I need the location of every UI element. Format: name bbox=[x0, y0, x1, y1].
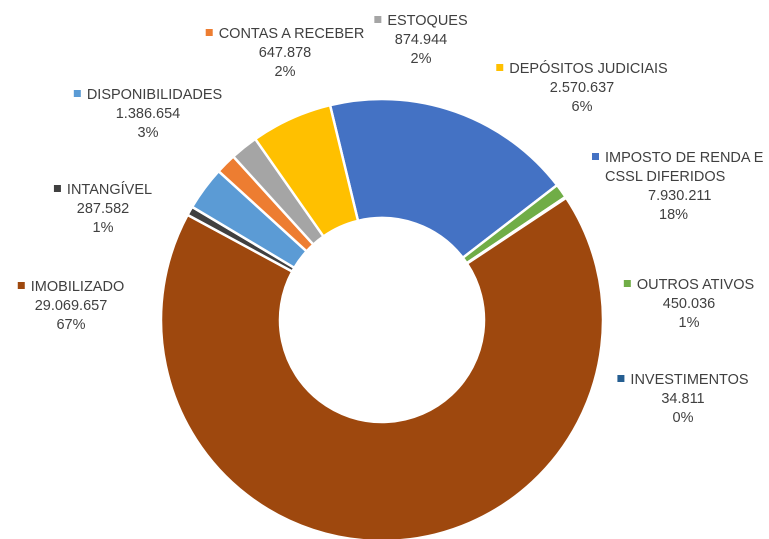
legend-swatch bbox=[624, 280, 631, 287]
legend-swatch bbox=[54, 185, 61, 192]
legend-swatch bbox=[617, 375, 624, 382]
label-disponibilidades: DISPONIBILIDADES 1.386.654 3% bbox=[74, 86, 222, 143]
label-imobilizado: IMOBILIZADO 29.069.657 67% bbox=[18, 278, 124, 335]
label-intangivel: INTANGÍVEL 287.582 1% bbox=[54, 181, 152, 238]
legend-swatch bbox=[592, 153, 599, 160]
label-investimentos: INVESTIMENTOS 34.811 0% bbox=[617, 371, 748, 428]
legend-swatch bbox=[206, 29, 213, 36]
legend-swatch bbox=[374, 16, 381, 23]
label-contas-a-receber: CONTAS A RECEBER 647.878 2% bbox=[206, 25, 365, 82]
legend-swatch bbox=[496, 64, 503, 71]
label-imposto: IMPOSTO DE RENDA E CSSL DIFERIDOS 7.930.… bbox=[592, 149, 763, 225]
label-outros-ativos: OUTROS ATIVOS 450.036 1% bbox=[624, 276, 754, 333]
legend-swatch bbox=[74, 90, 81, 97]
slice-imobilizado bbox=[161, 198, 603, 539]
label-estoques: ESTOQUES 874.944 2% bbox=[374, 12, 467, 69]
donut-slices bbox=[161, 99, 603, 539]
label-depositos-judiciais: DEPÓSITOS JUDICIAIS 2.570.637 6% bbox=[496, 60, 667, 117]
legend-swatch bbox=[18, 282, 25, 289]
